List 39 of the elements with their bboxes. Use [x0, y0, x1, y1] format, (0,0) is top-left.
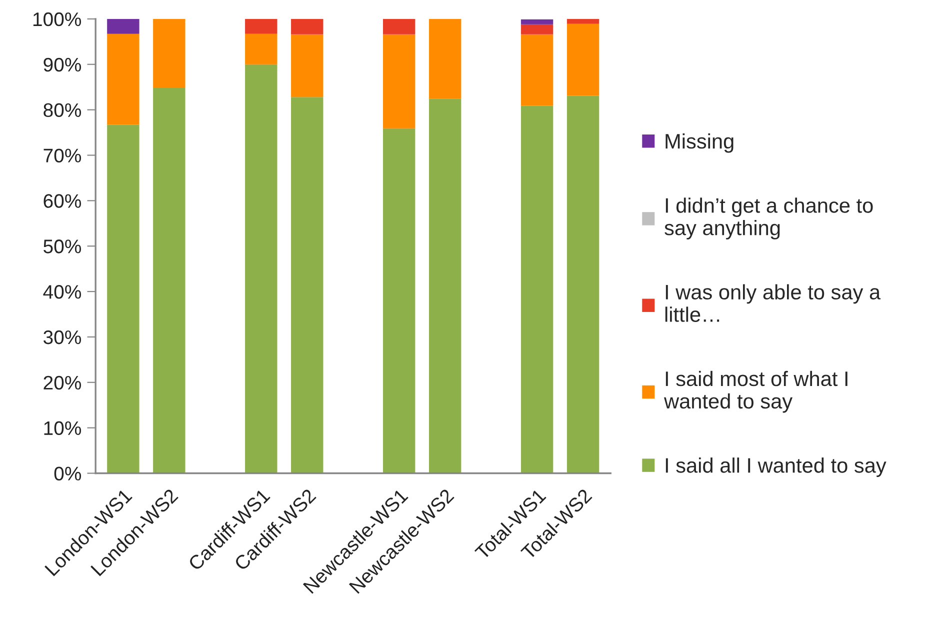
bar	[245, 34, 278, 64]
bar	[107, 34, 140, 125]
bar	[245, 64, 278, 474]
bar	[520, 24, 554, 34]
bar	[153, 18, 186, 88]
bar	[291, 97, 324, 474]
bar	[566, 96, 600, 474]
bar	[245, 18, 278, 34]
bar	[291, 18, 324, 34]
bar	[520, 106, 554, 474]
y-tick-label: 40%	[43, 284, 82, 299]
y-tick-label: 50%	[44, 240, 82, 254]
bar	[153, 88, 186, 474]
legend-label: I said most of what I wanted to say	[664, 370, 848, 413]
bar	[428, 98, 462, 474]
legend-label: Missing	[666, 133, 734, 153]
y-tick-label: 80%	[44, 103, 82, 118]
y-tick-label: 60%	[44, 194, 82, 208]
y-tick-label: 20%	[44, 376, 82, 390]
bar	[107, 124, 140, 474]
bar	[520, 34, 554, 106]
y-tick-label: 0%	[54, 466, 82, 480]
bar	[520, 19, 554, 24]
bar	[382, 18, 416, 34]
bar	[428, 18, 462, 99]
bar	[566, 24, 600, 96]
bar	[291, 34, 324, 98]
legend-label: I said all I wanted to say	[666, 458, 886, 477]
bar	[382, 128, 416, 474]
y-tick-label: 100%	[33, 12, 82, 26]
legend-label: I was only able to say a little…	[665, 284, 881, 322]
y-tick-label: 90%	[44, 58, 82, 72]
bar	[107, 18, 140, 34]
y-tick-label: 30%	[44, 330, 82, 344]
legend-label: I didn’t get a chance to say anything	[664, 198, 873, 240]
bar	[566, 18, 600, 24]
y-tick-label: 10%	[44, 421, 82, 436]
bar	[382, 34, 416, 128]
y-tick-label: 70%	[44, 148, 82, 162]
